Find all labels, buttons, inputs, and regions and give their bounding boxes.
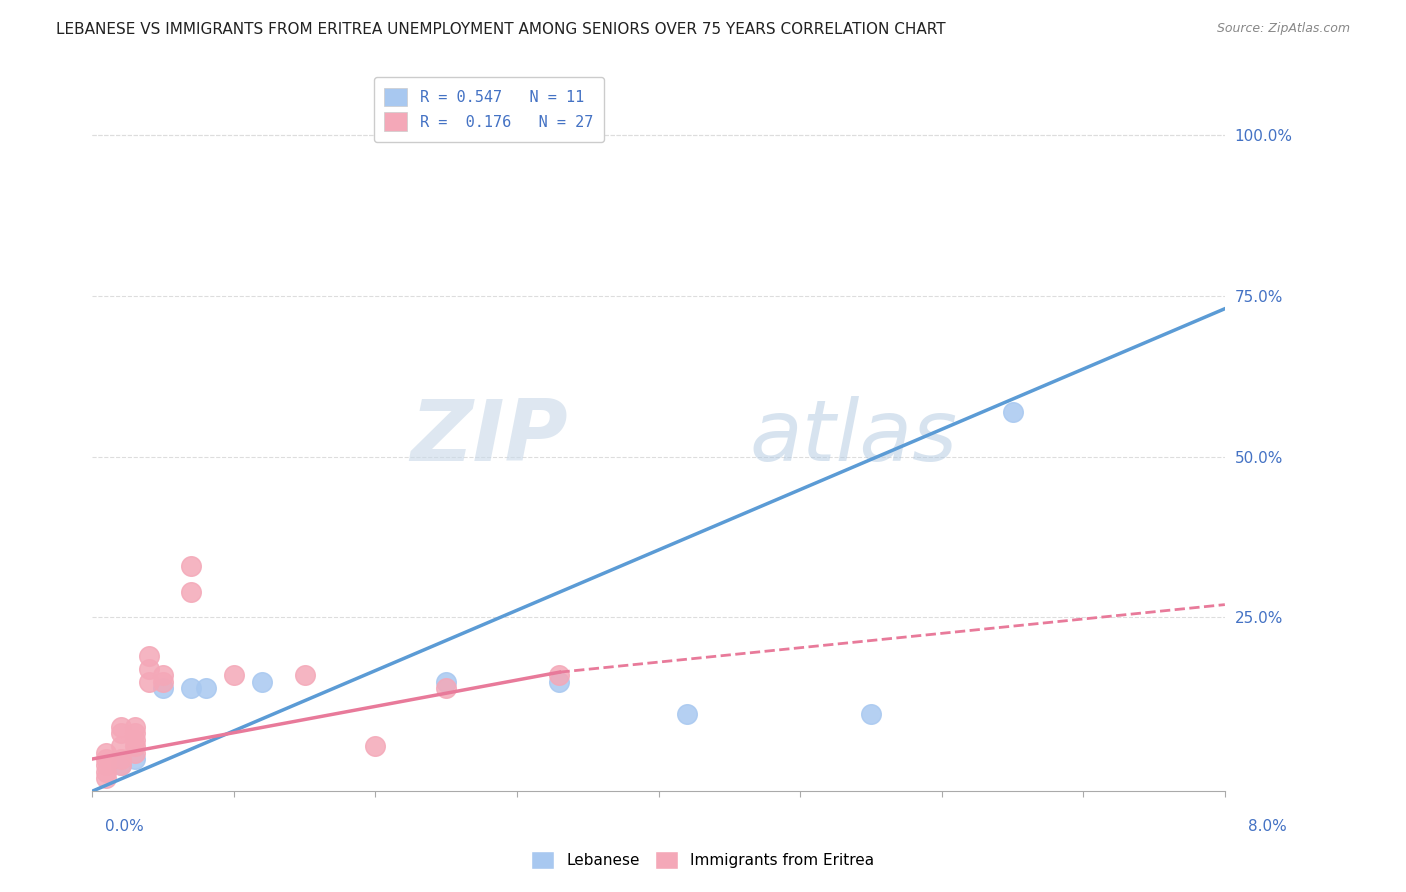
Point: [138, 649, 160, 664]
Point: [96, 764, 118, 779]
Text: 0.0%: 0.0%: [105, 820, 145, 834]
Text: atlas: atlas: [749, 396, 957, 479]
Point: [124, 720, 146, 734]
Legend: Lebanese, Immigrants from Eritrea: Lebanese, Immigrants from Eritrea: [526, 845, 880, 875]
Point: [124, 732, 146, 747]
Point: [96, 752, 118, 766]
Point: [110, 758, 132, 772]
Point: [548, 668, 571, 682]
Point: [110, 758, 132, 772]
Text: ZIP: ZIP: [411, 396, 568, 479]
Point: [124, 746, 146, 760]
Point: [110, 739, 132, 753]
Point: [110, 720, 132, 734]
Point: [152, 674, 174, 689]
Text: LEBANESE VS IMMIGRANTS FROM ERITREA UNEMPLOYMENT AMONG SENIORS OVER 75 YEARS COR: LEBANESE VS IMMIGRANTS FROM ERITREA UNEM…: [56, 22, 946, 37]
Point: [364, 739, 387, 753]
Point: [548, 674, 571, 689]
Point: [152, 681, 174, 696]
Point: [250, 674, 273, 689]
Text: Source: ZipAtlas.com: Source: ZipAtlas.com: [1216, 22, 1350, 36]
Point: [124, 739, 146, 753]
Point: [124, 726, 146, 740]
Point: [96, 758, 118, 772]
Point: [138, 674, 160, 689]
Point: [859, 706, 882, 721]
Point: [434, 674, 457, 689]
Point: [110, 726, 132, 740]
Point: [138, 662, 160, 676]
Point: [180, 584, 202, 599]
Point: [194, 681, 217, 696]
Point: [1001, 404, 1024, 418]
Point: [96, 772, 118, 786]
Point: [110, 752, 132, 766]
Legend: R = 0.547   N = 11, R =  0.176   N = 27: R = 0.547 N = 11, R = 0.176 N = 27: [374, 77, 603, 142]
Point: [96, 746, 118, 760]
Text: 8.0%: 8.0%: [1247, 820, 1286, 834]
Point: [180, 559, 202, 574]
Point: [676, 706, 699, 721]
Point: [124, 752, 146, 766]
Point: [152, 668, 174, 682]
Point: [294, 668, 316, 682]
Point: [222, 668, 245, 682]
Point: [180, 681, 202, 696]
Point: [434, 681, 457, 696]
